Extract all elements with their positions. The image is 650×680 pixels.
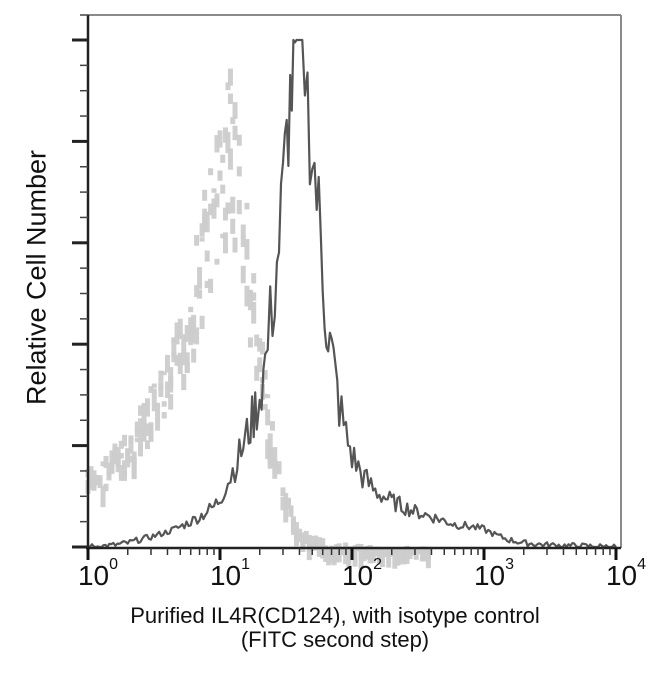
isotype-control-histogram <box>85 68 431 569</box>
y-axis-ticks <box>72 14 88 549</box>
x-axis-label-line1: Purified IL4R(CD124), with isotype contr… <box>130 603 540 628</box>
plot-frame <box>88 14 622 548</box>
x-tick-label-1e3: 103 <box>473 556 515 591</box>
x-tick-label-1e1: 101 <box>209 556 251 591</box>
y-axis-label: Relative Cell Number <box>21 149 52 406</box>
x-axis-ticks <box>86 548 618 560</box>
x-axis-label: Purified IL4R(CD124), with isotype contr… <box>40 604 630 652</box>
axes <box>72 14 621 560</box>
x-tick-label-1e2: 102 <box>341 556 383 591</box>
x-tick-label-1e0: 100 <box>77 556 119 591</box>
x-axis-label-line2: (FITC second step) <box>240 627 430 652</box>
sample-histogram <box>87 38 617 549</box>
x-tick-label-1e4: 104 <box>605 556 647 591</box>
